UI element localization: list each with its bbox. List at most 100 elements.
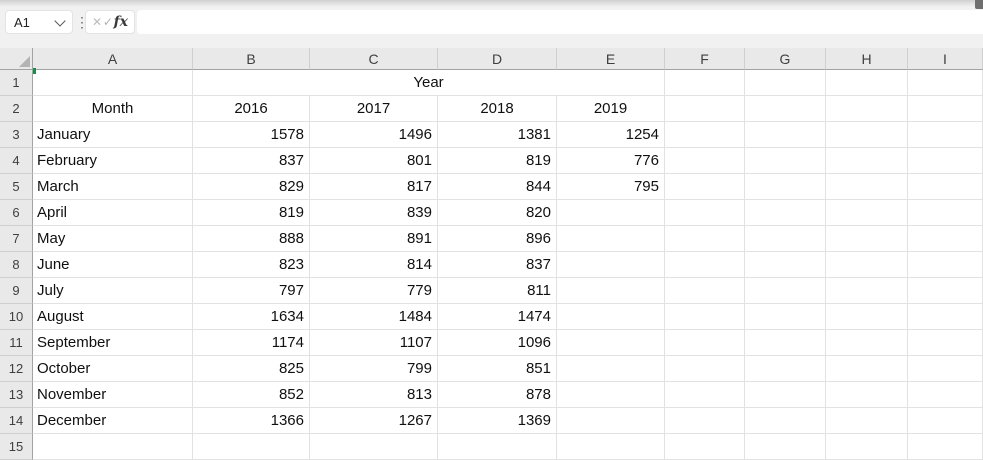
cell-E14[interactable] — [557, 408, 665, 434]
cell-D6[interactable]: 820 — [438, 200, 557, 226]
cell-G15[interactable] — [745, 434, 826, 460]
cell-A1[interactable] — [33, 70, 193, 96]
cell-I15[interactable] — [908, 434, 983, 460]
cell-E13[interactable] — [557, 382, 665, 408]
row-header-4[interactable]: 4 — [0, 148, 33, 174]
column-header-H[interactable]: H — [826, 48, 908, 70]
cell-D15[interactable] — [438, 434, 557, 460]
cell-E8[interactable] — [557, 252, 665, 278]
row-header-10[interactable]: 10 — [0, 304, 33, 330]
cell-H1[interactable] — [826, 70, 908, 96]
cell-C11[interactable]: 1107 — [310, 330, 438, 356]
name-box[interactable]: A1 — [5, 10, 73, 34]
cell-C3[interactable]: 1496 — [310, 122, 438, 148]
cell-E9[interactable] — [557, 278, 665, 304]
formula-input[interactable] — [137, 10, 983, 34]
cell-A7[interactable]: May — [33, 226, 193, 252]
cell-B14[interactable]: 1366 — [193, 408, 310, 434]
cell-F14[interactable] — [665, 408, 745, 434]
cell-I9[interactable] — [908, 278, 983, 304]
cell-C10[interactable]: 1484 — [310, 304, 438, 330]
cell-A11[interactable]: September — [33, 330, 193, 356]
cell-F9[interactable] — [665, 278, 745, 304]
column-header-C[interactable]: C — [310, 48, 438, 70]
cell-G6[interactable] — [745, 200, 826, 226]
cell-H6[interactable] — [826, 200, 908, 226]
cell-E5[interactable]: 795 — [557, 174, 665, 200]
cell-A14[interactable]: December — [33, 408, 193, 434]
cell-D11[interactable]: 1096 — [438, 330, 557, 356]
cell-F12[interactable] — [665, 356, 745, 382]
cell-F1[interactable] — [665, 70, 745, 96]
cell-F11[interactable] — [665, 330, 745, 356]
cell-I10[interactable] — [908, 304, 983, 330]
cell-B4[interactable]: 837 — [193, 148, 310, 174]
cell-E2[interactable]: 2019 — [557, 96, 665, 122]
cell-B12[interactable]: 825 — [193, 356, 310, 382]
row-header-6[interactable]: 6 — [0, 200, 33, 226]
cell-I14[interactable] — [908, 408, 983, 434]
row-header-8[interactable]: 8 — [0, 252, 33, 278]
cell-I8[interactable] — [908, 252, 983, 278]
cell-G8[interactable] — [745, 252, 826, 278]
cell-B13[interactable]: 852 — [193, 382, 310, 408]
cell-B2[interactable]: 2016 — [193, 96, 310, 122]
cell-A12[interactable]: October — [33, 356, 193, 382]
cell-I3[interactable] — [908, 122, 983, 148]
cell-B11[interactable]: 1174 — [193, 330, 310, 356]
cell-F7[interactable] — [665, 226, 745, 252]
row-header-7[interactable]: 7 — [0, 226, 33, 252]
cell-C7[interactable]: 891 — [310, 226, 438, 252]
column-header-D[interactable]: D — [438, 48, 557, 70]
cell-C15[interactable] — [310, 434, 438, 460]
cell-F2[interactable] — [665, 96, 745, 122]
column-header-A[interactable]: A — [33, 48, 193, 70]
cell-F15[interactable] — [665, 434, 745, 460]
row-header-9[interactable]: 9 — [0, 278, 33, 304]
cell-E12[interactable] — [557, 356, 665, 382]
cell-B8[interactable]: 823 — [193, 252, 310, 278]
cell-I5[interactable] — [908, 174, 983, 200]
cell-F6[interactable] — [665, 200, 745, 226]
cell-H13[interactable] — [826, 382, 908, 408]
cell-F4[interactable] — [665, 148, 745, 174]
cell-F3[interactable] — [665, 122, 745, 148]
row-header-11[interactable]: 11 — [0, 330, 33, 356]
cell-G4[interactable] — [745, 148, 826, 174]
cell-A8[interactable]: June — [33, 252, 193, 278]
cell-E11[interactable] — [557, 330, 665, 356]
cell-A13[interactable]: November — [33, 382, 193, 408]
cell-G5[interactable] — [745, 174, 826, 200]
row-header-12[interactable]: 12 — [0, 356, 33, 382]
cell-I6[interactable] — [908, 200, 983, 226]
cell-E3[interactable]: 1254 — [557, 122, 665, 148]
cell-F10[interactable] — [665, 304, 745, 330]
enter-icon[interactable]: ✓ — [102, 15, 113, 29]
row-header-5[interactable]: 5 — [0, 174, 33, 200]
column-header-E[interactable]: E — [557, 48, 665, 70]
cell-D4[interactable]: 819 — [438, 148, 557, 174]
cell-G1[interactable] — [745, 70, 826, 96]
cell-H15[interactable] — [826, 434, 908, 460]
cell-H12[interactable] — [826, 356, 908, 382]
cell-G12[interactable] — [745, 356, 826, 382]
cell-I7[interactable] — [908, 226, 983, 252]
cell-A5[interactable]: March — [33, 174, 193, 200]
row-header-15[interactable]: 15 — [0, 434, 33, 460]
cell-E10[interactable] — [557, 304, 665, 330]
row-header-2[interactable]: 2 — [0, 96, 33, 122]
column-header-B[interactable]: B — [193, 48, 310, 70]
cell-I12[interactable] — [908, 356, 983, 382]
cell-A15[interactable] — [33, 434, 193, 460]
cell-B15[interactable] — [193, 434, 310, 460]
cell-G9[interactable] — [745, 278, 826, 304]
cell-H11[interactable] — [826, 330, 908, 356]
cell-H9[interactable] — [826, 278, 908, 304]
cell-C12[interactable]: 799 — [310, 356, 438, 382]
row-header-1[interactable]: 1 — [0, 70, 33, 96]
cell-C8[interactable]: 814 — [310, 252, 438, 278]
cell-C13[interactable]: 813 — [310, 382, 438, 408]
cell-B1-merged-year-title[interactable]: Year — [193, 70, 665, 96]
cell-G10[interactable] — [745, 304, 826, 330]
select-all-corner[interactable] — [0, 48, 33, 70]
